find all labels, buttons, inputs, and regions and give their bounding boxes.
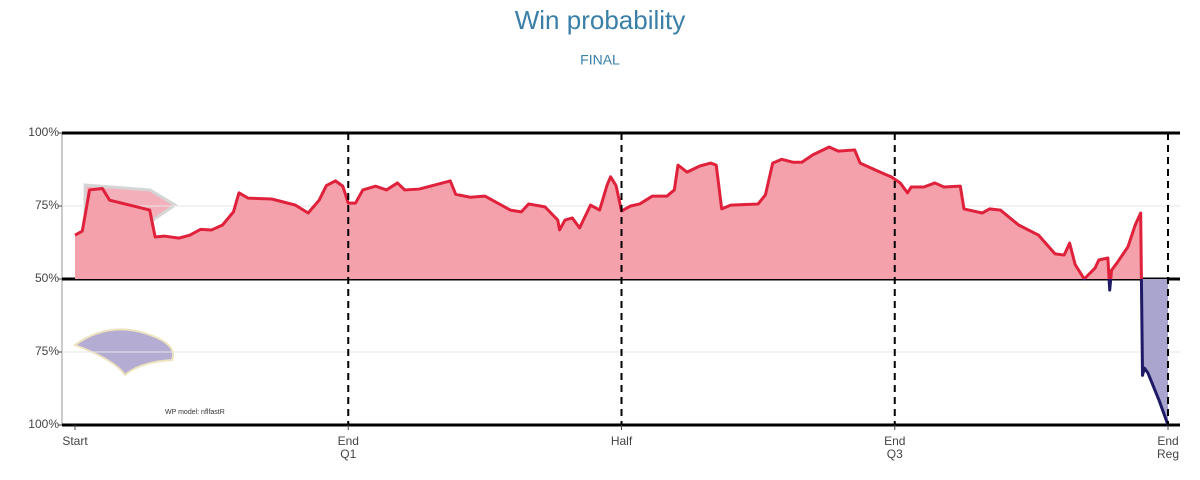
line — [74, 145, 1170, 426]
y-tick-label: 75% — [35, 198, 59, 212]
chart-subtitle: FINAL — [580, 52, 620, 68]
x-tick-label: End Q3 — [884, 434, 906, 461]
x-tick-label: Start — [62, 434, 88, 448]
annotation: WP model: nflfastR — [165, 409, 225, 416]
chart-title: Win probability — [515, 5, 686, 35]
area — [75, 147, 1168, 426]
x-tick-label: End Q1 — [337, 434, 359, 461]
x-tick-label: Half — [610, 434, 633, 448]
y-tick-label: 50% — [35, 271, 59, 285]
y-tick-label: 75% — [35, 344, 59, 358]
y-tick-label: 100% — [28, 125, 59, 139]
x-tick-label: End Reg — [1156, 434, 1179, 461]
y-tick-label: 100% — [28, 417, 59, 431]
